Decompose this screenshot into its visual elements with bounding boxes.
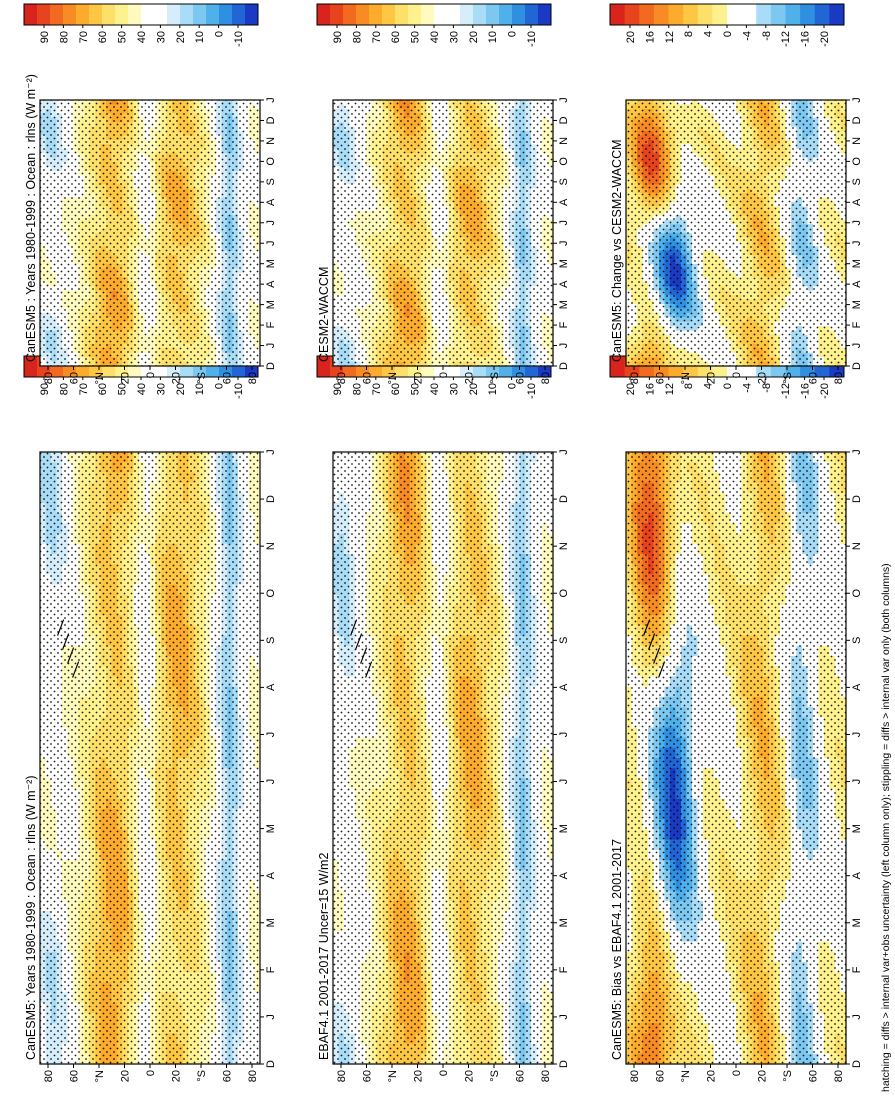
lat-tick-label: 60 [222,1070,234,1082]
colorbar-swatch [89,4,102,25]
stippling [40,452,260,1064]
month-tick-label: O [265,589,277,598]
colorbar-tick-label: 30 [155,383,167,395]
lat-tick-label: 20 [171,372,183,384]
month-tick-label: M [265,918,277,927]
colorbar-swatch [128,4,141,25]
lat-tick-label: °N [94,372,106,384]
colorbar-tick-label: 40 [136,383,148,395]
month-tick-label: N [265,542,277,550]
colorbar-swatch [24,4,37,25]
colorbar-swatch [167,4,180,25]
month-tick-label: S [265,637,277,644]
month-tick-label: A [265,871,277,879]
stippling [40,100,260,366]
month-tick-label: D [265,495,277,503]
month-tick-label: A [265,683,277,691]
lat-tick-label: 20 [120,1070,132,1082]
month-tick-label: J [265,1014,277,1020]
colorbar-tick-label: 10 [194,31,206,43]
month-tick-label: J [265,343,277,349]
month-tick-label: F [265,966,277,973]
colorbar-swatch [76,4,89,25]
colorbar-tick-label: 30 [155,31,167,43]
panel-right-top: 90 80 70 60 50 40 30 20 10 0 -10 80 60 °N 20 0 20 °S 60 80 D… [24,4,277,384]
month-tick-label: N [265,137,277,145]
colorbar-tick-label: 40 [136,31,148,43]
colorbar-swatch [63,4,76,25]
panel-title: CanESM5 : Years 1980-1999 : Ocean : rlns… [24,74,38,362]
colorbar-tick-label: 60 [97,31,109,43]
colorbar-tick-label: 20 [175,31,187,43]
panel-title: CanESM5: Years 1980-1999 : Ocean : rlns … [24,776,38,1061]
lat-tick-label: 0 [145,372,157,378]
colorbar-tick-label: 70 [78,31,90,43]
month-tick-label: M [265,259,277,268]
colorbar-swatch [102,4,115,25]
lat-tick-label: °S [196,372,208,384]
month-tick-label: J [265,240,277,246]
colorbar-swatch [206,4,219,25]
colorbar-swatch [219,4,232,25]
lat-tick-label: 80 [43,1070,55,1082]
colorbar-tick-label: -10 [233,383,245,399]
month-tick-label: J [265,779,277,785]
colorbar-swatch [193,4,206,25]
lat-tick-label: 20 [120,372,132,384]
lat-tick-label: °S [196,1070,208,1082]
colorbar-swatch [180,4,193,25]
month-tick-label: D [265,1060,277,1068]
month-tick-label: M [265,824,277,833]
lat-tick-label: 60 [222,372,234,384]
colorbar-tick-label: 0 [214,31,226,37]
colorbar-swatch [154,4,167,25]
heatmap [40,100,261,367]
colorbar-tick-label: 10 [194,383,206,395]
lat-tick-label: 0 [145,1070,157,1076]
colorbar-swatch [245,4,258,25]
colorbar-swatch [50,4,63,25]
month-tick-label: D [265,116,277,124]
colorbar-swatch [232,4,245,25]
colorbar-swatch [37,4,50,25]
lat-tick-label: 20 [171,1070,183,1082]
lat-tick-label: 80 [247,1070,259,1082]
heatmap [40,452,261,1065]
month-tick-label: O [265,157,277,166]
colorbar-swatch [115,4,128,25]
colorbar-tick-label: 90 [39,31,51,43]
lat-tick-label: 60 [69,1070,81,1082]
lat-tick-label: 80 [43,372,55,384]
month-tick-label: A [265,198,277,206]
lat-tick-label: 80 [247,372,259,384]
month-tick-label: F [265,321,277,328]
colorbar-tick-label: 50 [117,31,129,43]
month-tick-label: J [265,220,277,226]
colorbar-tick-label: -10 [233,31,245,47]
month-tick-label: J [265,732,277,738]
month-tick-label: M [265,300,277,309]
month-tick-label: D [265,362,277,370]
colorbar-swatch [141,4,154,25]
lat-tick-label: °N [94,1070,106,1082]
month-tick-label: J [265,97,277,103]
month-tick-label: A [265,280,277,288]
lat-tick-label: 60 [69,372,81,384]
month-tick-label: S [265,178,277,185]
month-tick-label: J [265,449,277,455]
colorbar: 90 80 70 60 50 40 30 20 10 0 -10 [24,4,258,47]
colorbar-tick-label: 80 [58,31,70,43]
